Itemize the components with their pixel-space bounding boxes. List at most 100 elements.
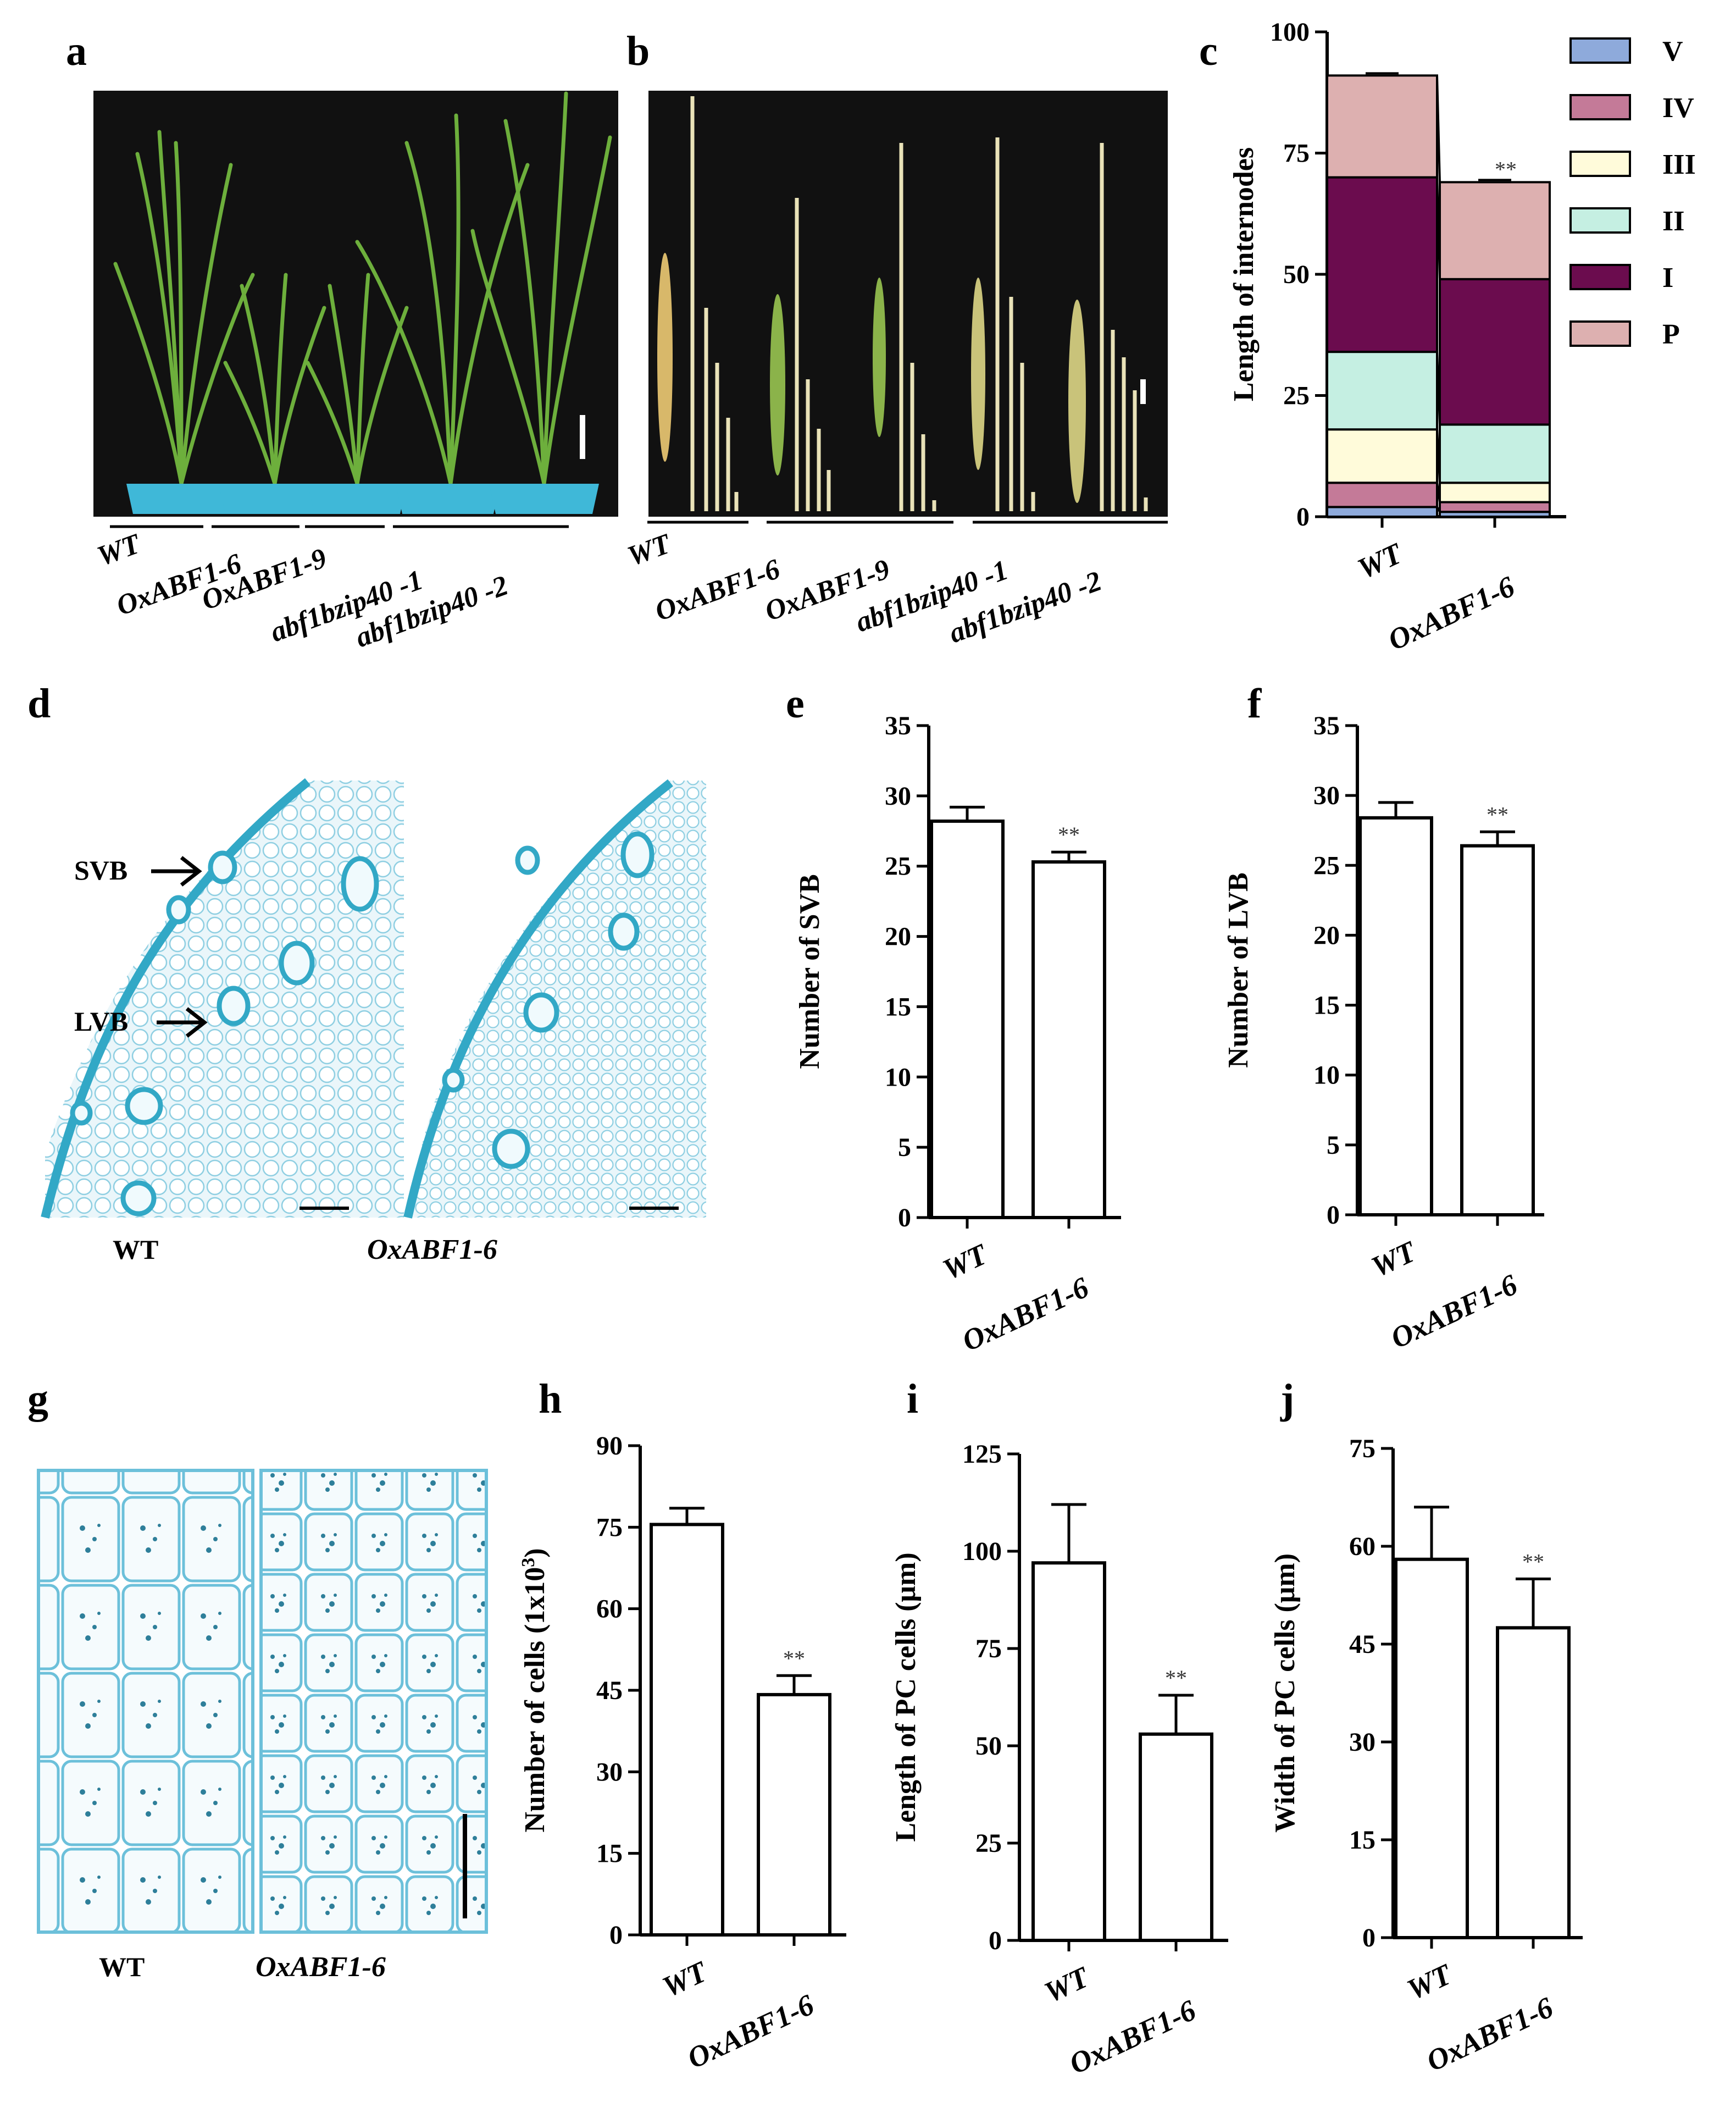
c-connector-IV <box>1436 482 1441 502</box>
j-bar-1 <box>1496 1626 1571 1939</box>
c-connector-II <box>1436 352 1441 425</box>
c-ytick-label: 75 <box>1283 139 1310 168</box>
e-ytick-label: 35 <box>885 711 911 740</box>
panel-label-g: g <box>27 1376 48 1422</box>
c-legend-label-III: III <box>1662 149 1696 180</box>
f-ytick-label: 10 <box>1313 1061 1340 1090</box>
e-ytick-label: 15 <box>885 992 911 1021</box>
j-ytick-label: 75 <box>1349 1434 1376 1463</box>
c-legend-label-V: V <box>1662 36 1683 67</box>
photo-g-label-ox6: OxABF1-6 <box>256 1951 386 1983</box>
h-ylabel: Number of cells (1x103) <box>518 1548 551 1832</box>
h-ytick-label: 75 <box>596 1513 623 1542</box>
c-ytick-label: 25 <box>1283 381 1310 411</box>
c-legend-swatch-IV <box>1569 94 1631 120</box>
j-ytick-label: 0 <box>1362 1923 1376 1952</box>
h-ytick-label: 45 <box>596 1676 623 1705</box>
f-significance-1: ** <box>1487 802 1508 827</box>
j-ytick-label: 30 <box>1349 1728 1376 1757</box>
c-bar-III-0 <box>1326 428 1438 484</box>
c-legend-label-I: I <box>1662 262 1673 294</box>
c-legend-swatch-II <box>1569 207 1631 234</box>
h-significance-1: ** <box>783 1646 805 1670</box>
h-bar-1 <box>757 1692 831 1937</box>
panel-label-i: i <box>907 1376 918 1422</box>
c-bar-II-1 <box>1439 423 1551 484</box>
i-category-label: WT <box>1039 1960 1095 2009</box>
photo-d-label-ox6: OxABF1-6 <box>367 1234 497 1265</box>
c-connector-III <box>1436 429 1441 483</box>
j-ytick-label: 45 <box>1349 1630 1376 1659</box>
photo-d-cross-sections <box>41 778 709 1219</box>
c-bar-II-0 <box>1326 351 1438 431</box>
i-ytick-label: 125 <box>962 1440 1002 1469</box>
f-ytick-label: 0 <box>1327 1201 1340 1230</box>
f-ytick-label: 35 <box>1313 711 1340 740</box>
c-connector-P <box>1436 75 1441 182</box>
f-category-label: WT <box>1366 1235 1422 1284</box>
c-legend-swatch-V <box>1569 37 1631 64</box>
c-legend-label-P: P <box>1662 319 1680 350</box>
e-ytick-label: 5 <box>898 1133 911 1162</box>
e-ytick-label: 30 <box>885 782 911 811</box>
i-ytick-label: 50 <box>975 1732 1002 1761</box>
h-ytick-label: 15 <box>596 1839 623 1868</box>
photo-a-label-wt: WT <box>93 528 146 572</box>
c-legend-label-IV: IV <box>1662 92 1694 124</box>
c-connector-I <box>1436 177 1441 279</box>
panel-label-d: d <box>27 681 51 727</box>
e-bar-1 <box>1031 860 1106 1219</box>
i-bar-0 <box>1031 1561 1106 1942</box>
photo-b-label-ox6: OxABF1-6 <box>651 554 784 628</box>
f-bar-0 <box>1358 816 1433 1217</box>
h-ytick-label: 90 <box>596 1431 623 1461</box>
c-ytick-label: 50 <box>1283 260 1310 289</box>
i-bar-1 <box>1139 1732 1213 1942</box>
e-ytick-label: 0 <box>898 1203 911 1232</box>
c-ytick-label: 100 <box>1270 18 1310 47</box>
f-category-label: OxABF1-6 <box>1386 1268 1522 1354</box>
c-bar-III-1 <box>1439 482 1551 504</box>
i-ytick-label: 100 <box>962 1537 1002 1566</box>
i-ytick-label: 75 <box>975 1634 1002 1663</box>
j-ylabel: Width of PC cells (μm) <box>1269 1553 1301 1833</box>
c-significance-P: ** <box>1495 157 1517 181</box>
panel-label-a: a <box>66 28 87 74</box>
e-significance-1: ** <box>1058 822 1080 847</box>
f-ytick-label: 20 <box>1313 921 1340 950</box>
j-significance-1: ** <box>1522 1549 1544 1574</box>
c-bar-IV-0 <box>1326 482 1438 508</box>
h-ytick-label: 0 <box>609 1921 623 1950</box>
photo-g-cells <box>37 1469 488 1934</box>
f-ylabel: Number of LVB <box>1223 872 1254 1067</box>
e-bar-0 <box>930 819 1005 1219</box>
j-category-label: WT <box>1402 1957 1457 2006</box>
c-category-label: WT <box>1352 536 1408 585</box>
f-ytick-label: 30 <box>1313 781 1340 810</box>
c-bar-IV-1 <box>1439 501 1551 513</box>
j-ytick-label: 15 <box>1349 1826 1376 1855</box>
e-category-label: WT <box>938 1237 993 1286</box>
f-ytick-label: 15 <box>1313 991 1340 1020</box>
e-ytick-label: 20 <box>885 922 911 952</box>
e-ylabel: Number of SVB <box>794 874 825 1069</box>
h-ytick-label: 30 <box>596 1757 623 1786</box>
panel-label-b: b <box>626 28 650 74</box>
f-bar-1 <box>1460 844 1535 1216</box>
c-bar-I-0 <box>1326 176 1438 353</box>
j-bar-0 <box>1394 1557 1469 1940</box>
c-bar-P-0 <box>1326 74 1438 179</box>
panel-label-c: c <box>1199 28 1218 74</box>
panel-label-h: h <box>539 1376 562 1422</box>
i-ylabel: Length of PC cells (μm) <box>890 1552 922 1841</box>
panel-label-j: j <box>1280 1376 1294 1422</box>
c-legend-swatch-P <box>1569 320 1631 347</box>
f-ytick-label: 5 <box>1327 1131 1340 1160</box>
f-ytick-label: 25 <box>1313 851 1340 880</box>
